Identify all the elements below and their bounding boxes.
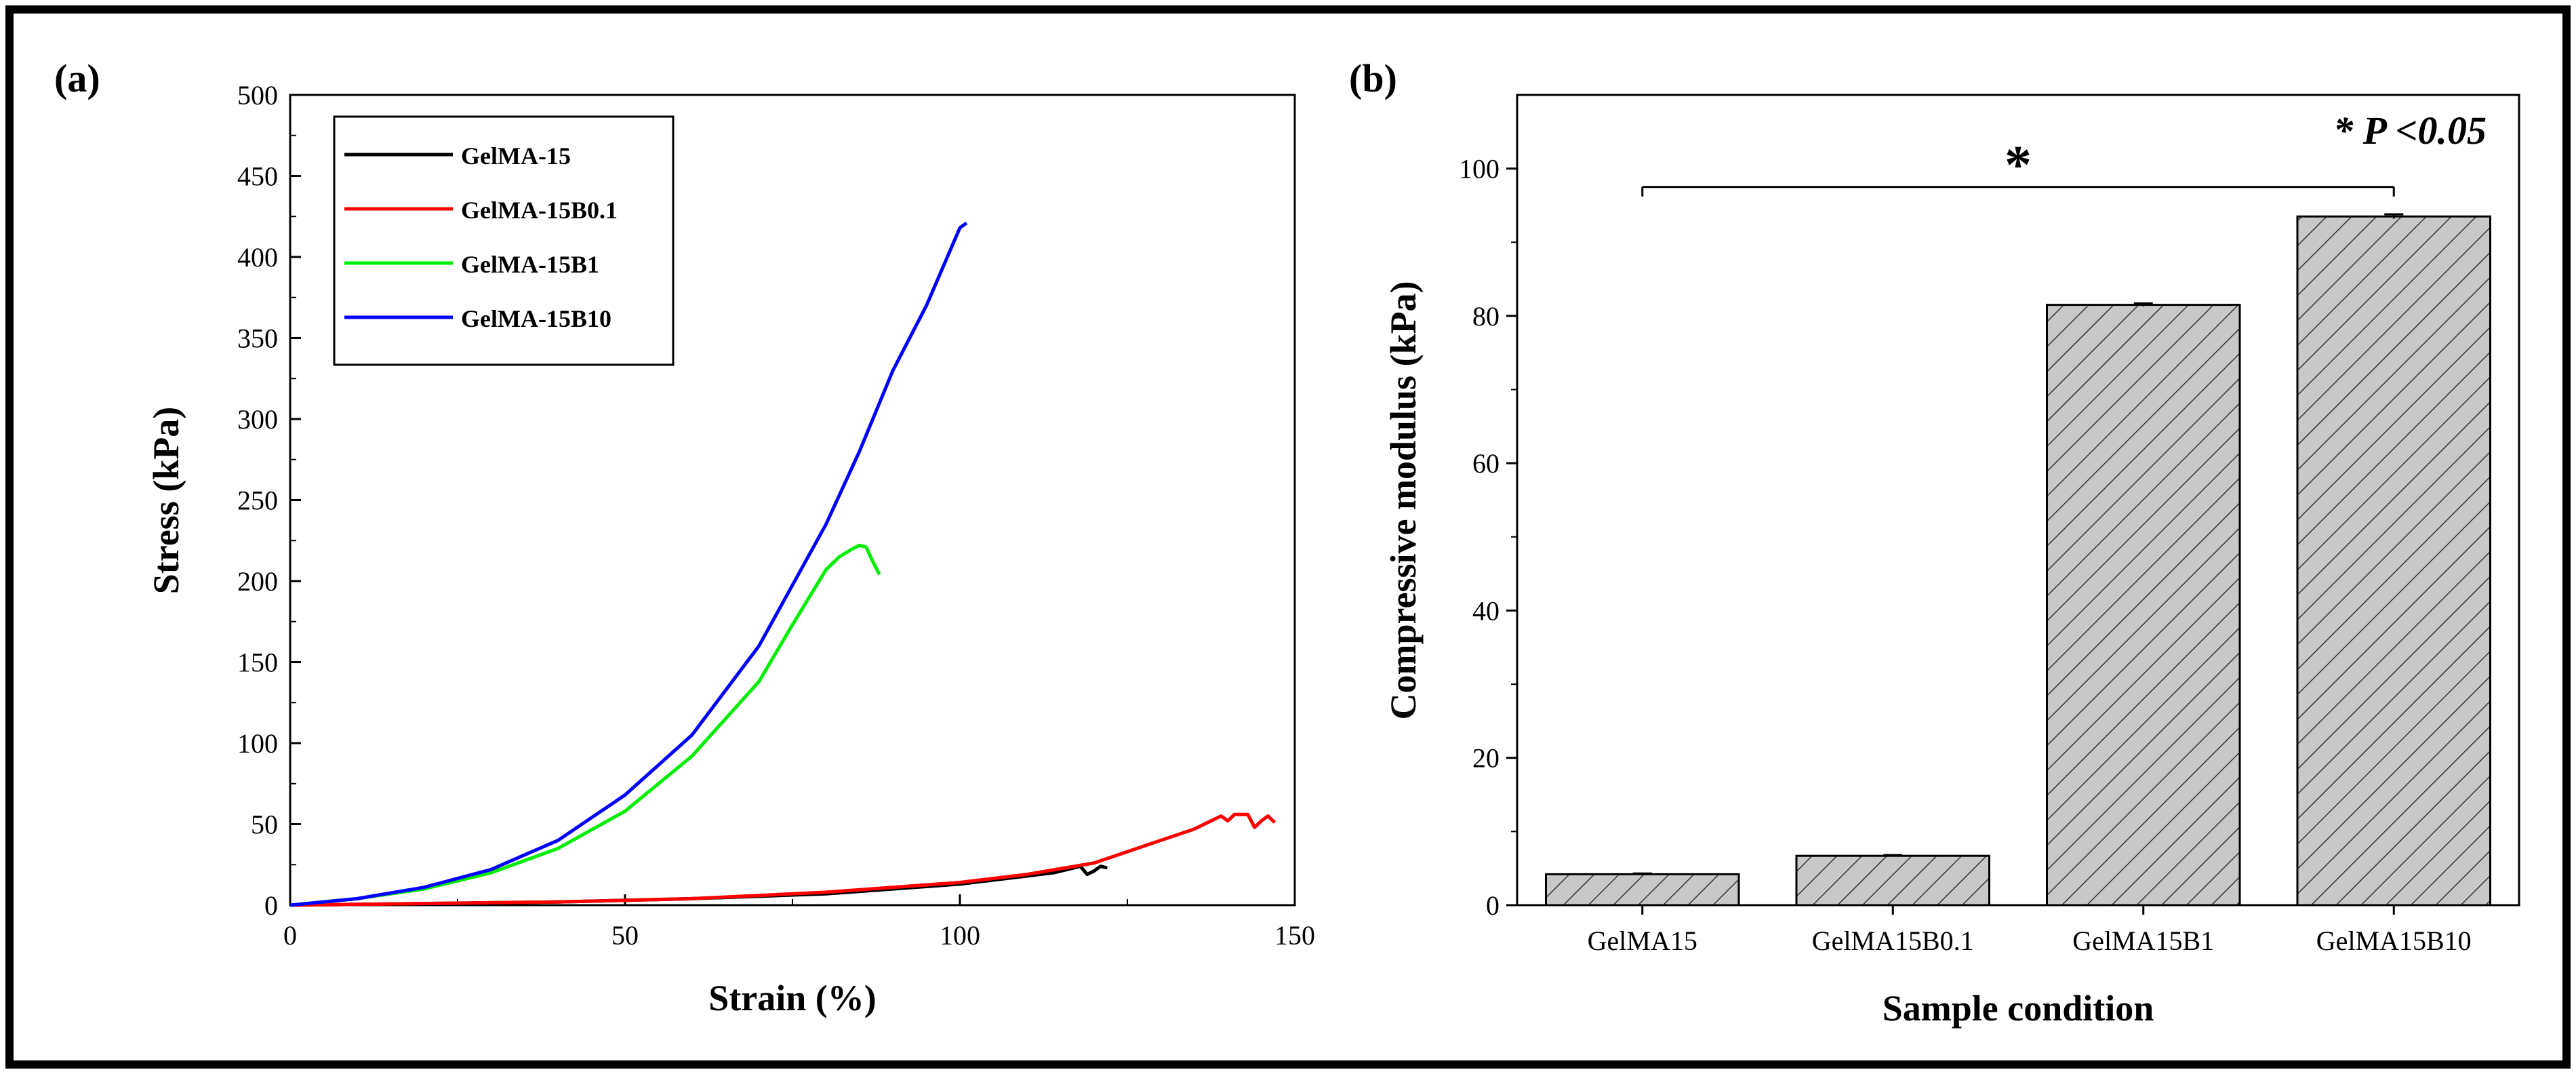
panel-a-ticks: 0 50 100 150 200 250 300 350 400 450 500 0 50 100 150 bbox=[237, 80, 1315, 951]
legend-label: GelMA-15B10 bbox=[461, 305, 611, 332]
y-tick-label: 400 bbox=[237, 242, 278, 273]
legend-label: GelMA-15 bbox=[461, 142, 571, 170]
y-tick-label: 50 bbox=[251, 810, 278, 840]
y-tick-label: 100 bbox=[1459, 154, 1500, 184]
y-tick-label: 40 bbox=[1472, 595, 1500, 626]
panel-b-y-axis-title: Compressive modulus (kPa) bbox=[1383, 281, 1424, 719]
y-tick-label: 60 bbox=[1472, 448, 1500, 479]
series-line-gelma-15b10 bbox=[289, 221, 968, 907]
panel-a-line-chart: (a) 0 50 100 150 200 250 300 350 400 450 500 0 50 100… bbox=[54, 56, 1315, 1018]
series-line-gelma-15b1 bbox=[289, 543, 881, 907]
panel-b-bar-chart: (b) 0 20 40 60 80 100 GelMA15 GelMA15B0.1 GelMA1… bbox=[1349, 56, 2520, 1029]
legend-label: GelMA-15B0.1 bbox=[461, 197, 618, 224]
y-tick-label: 20 bbox=[1472, 743, 1500, 774]
panel-a-series-group bbox=[289, 221, 1276, 907]
p-value-note: * P <0.05 bbox=[2333, 108, 2487, 153]
y-tick-label: 80 bbox=[1472, 301, 1500, 332]
plot-area-b bbox=[1516, 94, 2520, 907]
panel-b-ticks: 0 20 40 60 80 100 GelMA15 GelMA15B0.1 GelMA15B1 G… bbox=[1459, 154, 2472, 956]
bar bbox=[1795, 854, 1991, 907]
x-category-label: GelMA15B0.1 bbox=[1812, 926, 1974, 956]
figure-frame bbox=[5, 5, 2571, 1069]
bar bbox=[1544, 873, 1740, 907]
panel-a-x-axis-title: Strain (%) bbox=[708, 978, 876, 1018]
bar bbox=[2045, 304, 2241, 907]
x-category-label: GelMA15 bbox=[1588, 926, 1697, 956]
panel-b-x-axis-title: Sample condition bbox=[1883, 988, 2154, 1029]
significance-star: * bbox=[2005, 136, 2032, 195]
significance-annotation: * * P <0.05 bbox=[1641, 108, 2487, 197]
x-tick-label: 150 bbox=[1274, 920, 1315, 951]
panel-a-label: (a) bbox=[54, 56, 100, 100]
x-tick-label: 0 bbox=[283, 920, 297, 951]
y-tick-label: 0 bbox=[264, 890, 278, 921]
y-tick-label: 500 bbox=[237, 80, 278, 111]
y-tick-label: 200 bbox=[237, 566, 278, 597]
bar bbox=[2296, 215, 2492, 907]
y-tick-label: 450 bbox=[237, 161, 278, 192]
y-tick-label: 350 bbox=[237, 323, 278, 354]
panel-a-y-axis-title: Stress (kPa) bbox=[146, 407, 186, 595]
x-category-label: GelMA15B1 bbox=[2072, 926, 2214, 956]
x-category-label: GelMA15B10 bbox=[2316, 926, 2472, 956]
y-tick-label: 250 bbox=[237, 485, 278, 516]
panel-b-bars-group bbox=[1544, 213, 2492, 907]
x-tick-label: 50 bbox=[611, 920, 639, 951]
x-tick-label: 100 bbox=[940, 920, 980, 951]
y-tick-label: 0 bbox=[1486, 890, 1500, 921]
panel-a-legend: GelMA-15 GelMA-15B0.1 GelMA-15B1 GelMA-15B1… bbox=[333, 115, 675, 366]
legend-label: GelMA-15B1 bbox=[461, 251, 599, 278]
y-tick-label: 100 bbox=[237, 728, 278, 759]
y-tick-label: 150 bbox=[237, 648, 278, 678]
y-tick-label: 300 bbox=[237, 404, 278, 435]
panel-b-label: (b) bbox=[1349, 56, 1397, 100]
legend-box bbox=[333, 115, 675, 366]
series-line-gelma-15b0-1 bbox=[289, 812, 1276, 907]
